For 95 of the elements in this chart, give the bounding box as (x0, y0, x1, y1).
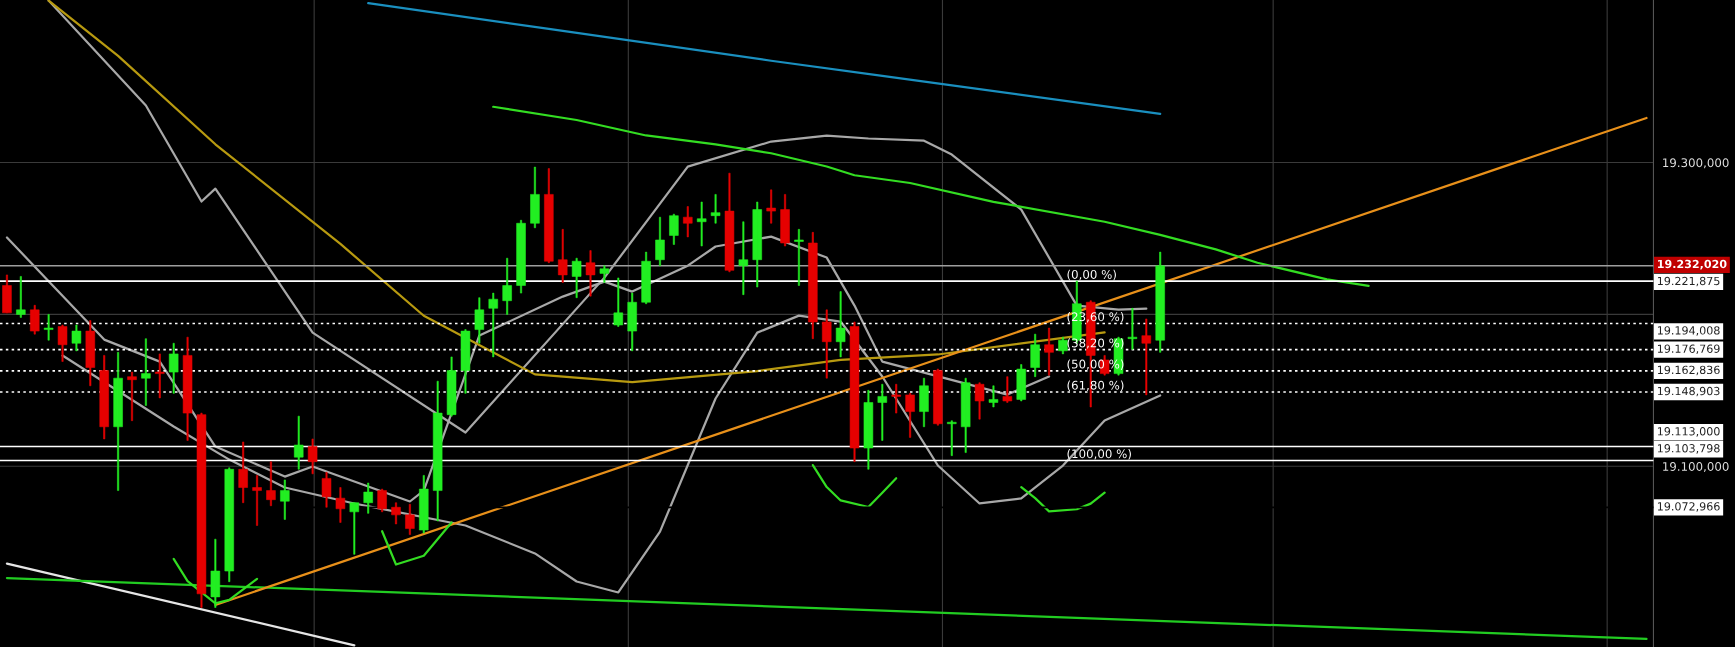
candlestick (85, 320, 96, 387)
candlestick (905, 393, 915, 438)
candlestick (43, 314, 54, 341)
candlestick (391, 502, 401, 525)
candlestick (1030, 333, 1040, 377)
candlestick (377, 488, 387, 513)
candlestick (335, 487, 346, 523)
candlestick (16, 276, 26, 318)
candlestick (474, 297, 485, 344)
candlestick (738, 221, 749, 295)
candlestick (224, 467, 234, 582)
line-series (172, 557, 259, 605)
candlestick (238, 441, 248, 503)
candlestick (585, 250, 596, 297)
annotation: (0,00 %) (1067, 269, 1116, 281)
candlestick (127, 371, 137, 421)
candlestick (919, 377, 929, 428)
candlestick (71, 324, 82, 352)
candlestick (808, 232, 818, 339)
ref-line-label: 19.072,966 (1657, 502, 1720, 512)
candlestick (530, 166, 540, 229)
candlestick (988, 385, 999, 408)
candlestick (1002, 376, 1013, 403)
candlestick (780, 194, 790, 247)
candlestick (349, 502, 360, 555)
ref-line-label: 19.162,836 (1657, 365, 1720, 376)
line-series (1020, 485, 1106, 513)
candlestick (710, 194, 721, 224)
candlestick (252, 475, 262, 526)
candlestick (307, 438, 318, 475)
candlestick (182, 336, 193, 441)
candlestick (113, 352, 123, 491)
candlestick (57, 324, 68, 362)
candlestick (960, 377, 971, 453)
candlestick (210, 538, 221, 608)
candlestick (321, 472, 332, 508)
candlestick (794, 229, 804, 286)
candlestick (571, 257, 582, 298)
y-tick-label: 19.100,000 (1663, 461, 1729, 473)
candlestick (1127, 308, 1138, 350)
candlestick (974, 382, 985, 420)
candlestick (1141, 318, 1152, 396)
candlestick (30, 304, 40, 335)
candlestick (877, 383, 888, 441)
candlestick (835, 291, 846, 358)
candlestick (669, 213, 679, 245)
candlestick (419, 475, 429, 534)
candlestick (155, 353, 165, 399)
ref-line-label: 19.148,903 (1657, 386, 1720, 397)
line-series (367, 1, 1162, 116)
candlestick (1155, 251, 1165, 353)
candlestick (99, 355, 109, 440)
line-series (61, 314, 1162, 594)
ref-line-label: 19.194,008 (1657, 326, 1720, 336)
line-series (492, 105, 1370, 287)
candlestick (1044, 327, 1054, 376)
candlestick (168, 342, 179, 394)
candlestick (849, 321, 860, 462)
candlestick (363, 482, 373, 514)
line-series (380, 521, 453, 566)
candlestick (432, 380, 443, 522)
candlestick (696, 201, 707, 247)
y-tick-label: 19.300,000 (1663, 158, 1729, 169)
ref-line-label: 19.103,798 (1657, 444, 1720, 454)
candlestick (266, 461, 276, 507)
candlestick (446, 356, 457, 417)
candlestick (1016, 364, 1026, 402)
candlestick (613, 277, 624, 327)
ref-line-label: 19.221,875 (1657, 276, 1720, 287)
candlestick (558, 229, 568, 283)
candlestick (599, 265, 610, 283)
candlestick (822, 309, 832, 379)
candlestick (683, 206, 693, 238)
candlestick (280, 479, 290, 520)
candlestick (2, 274, 12, 314)
candlestick (752, 201, 762, 288)
candlestick (294, 415, 304, 470)
candlestick (766, 189, 776, 224)
candlestick (141, 338, 151, 406)
ref-line-label: 19.232,020 (1658, 259, 1727, 270)
candlestick (196, 412, 207, 608)
candlestick (405, 503, 415, 535)
candlestick (627, 292, 637, 352)
line-series (811, 463, 898, 509)
ref-line-label: 19.176,769 (1657, 344, 1720, 355)
candlestick (460, 329, 471, 394)
candlestick (502, 257, 512, 315)
candlestick (655, 216, 665, 267)
candlestick (488, 292, 498, 358)
ref-line-label: 19.113,000 (1657, 427, 1720, 437)
candlestick (891, 383, 901, 414)
candlestick (724, 172, 735, 273)
candlestick (544, 168, 554, 264)
candlestick (947, 420, 957, 456)
candlestick (863, 390, 874, 470)
